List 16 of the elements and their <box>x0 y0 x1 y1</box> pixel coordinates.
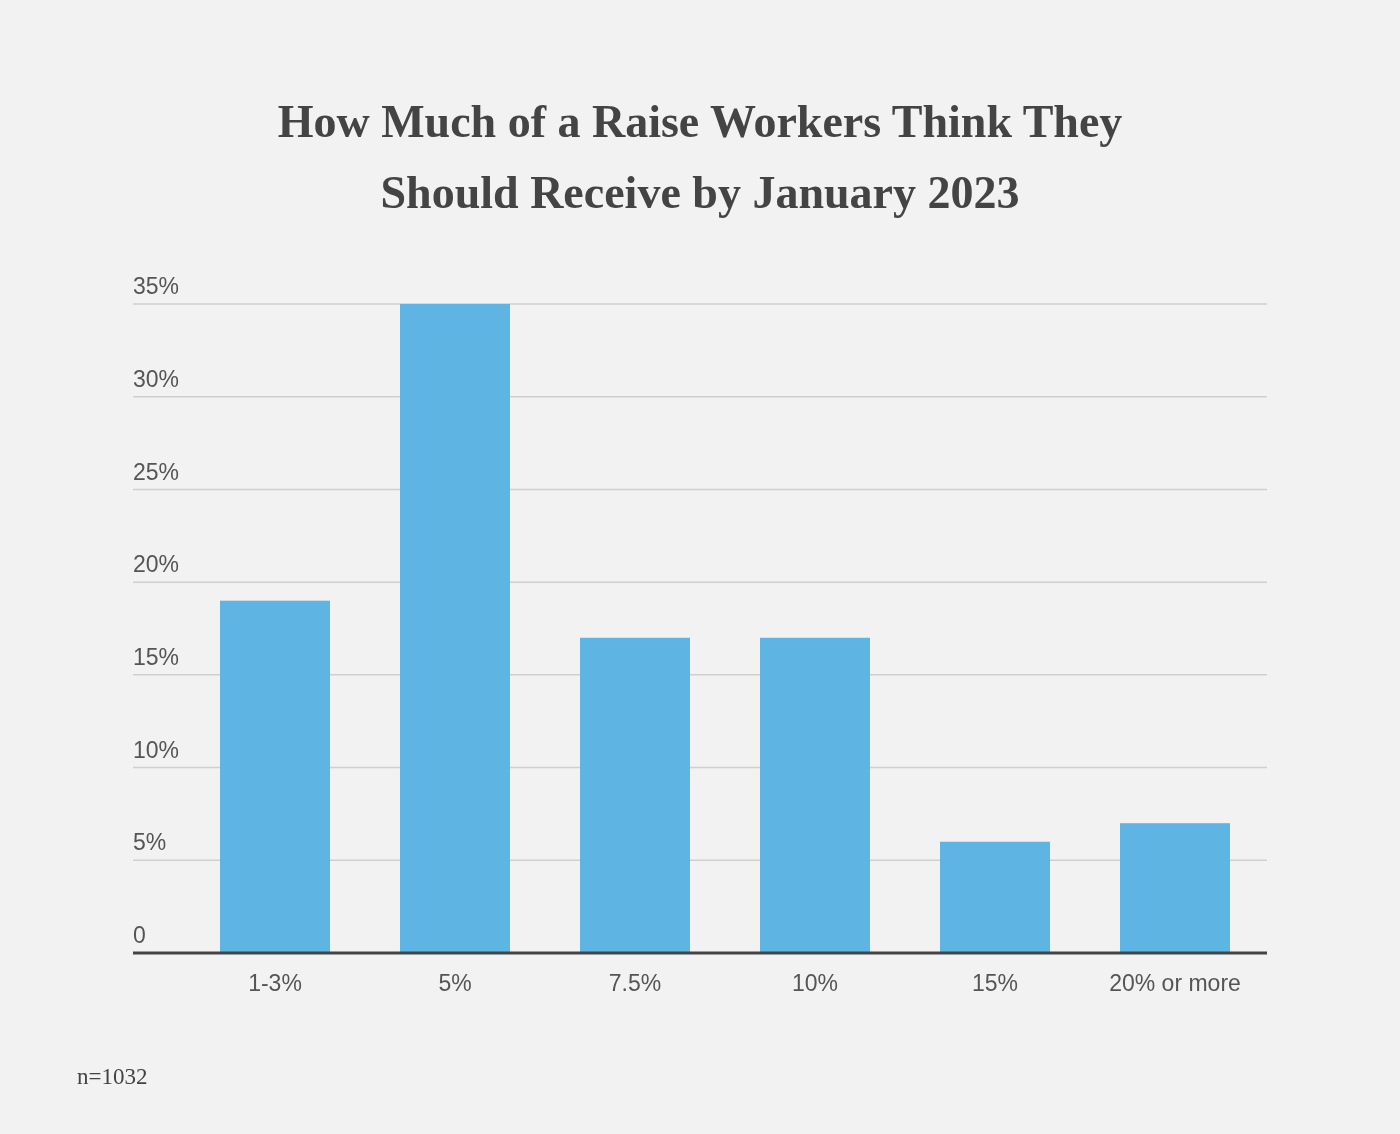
y-tick-label: 0 <box>133 922 146 949</box>
x-tick-label: 20% or more <box>1109 969 1241 996</box>
x-tick-label: 15% <box>971 969 1019 996</box>
y-tick-label: 10% <box>133 736 180 763</box>
x-tick-label: 1-3% <box>248 969 302 996</box>
y-tick-label: 25% <box>133 458 180 485</box>
y-tick-label: 5% <box>133 829 167 856</box>
x-tick-label: 5% <box>438 969 472 996</box>
text: n=1032 <box>77 1064 148 1089</box>
x-tick-label: 10% <box>791 969 839 996</box>
y-tick-label: 35% <box>133 273 180 300</box>
y-tick-label: 20% <box>133 551 180 578</box>
x-tick-label: 7.5% <box>608 969 662 996</box>
y-tick-label: 30% <box>133 365 180 392</box>
chart-title: How Much of a Raise Workers Think They Should Receive by January 2023 <box>277 96 1123 218</box>
y-tick-label: 15% <box>133 644 180 671</box>
